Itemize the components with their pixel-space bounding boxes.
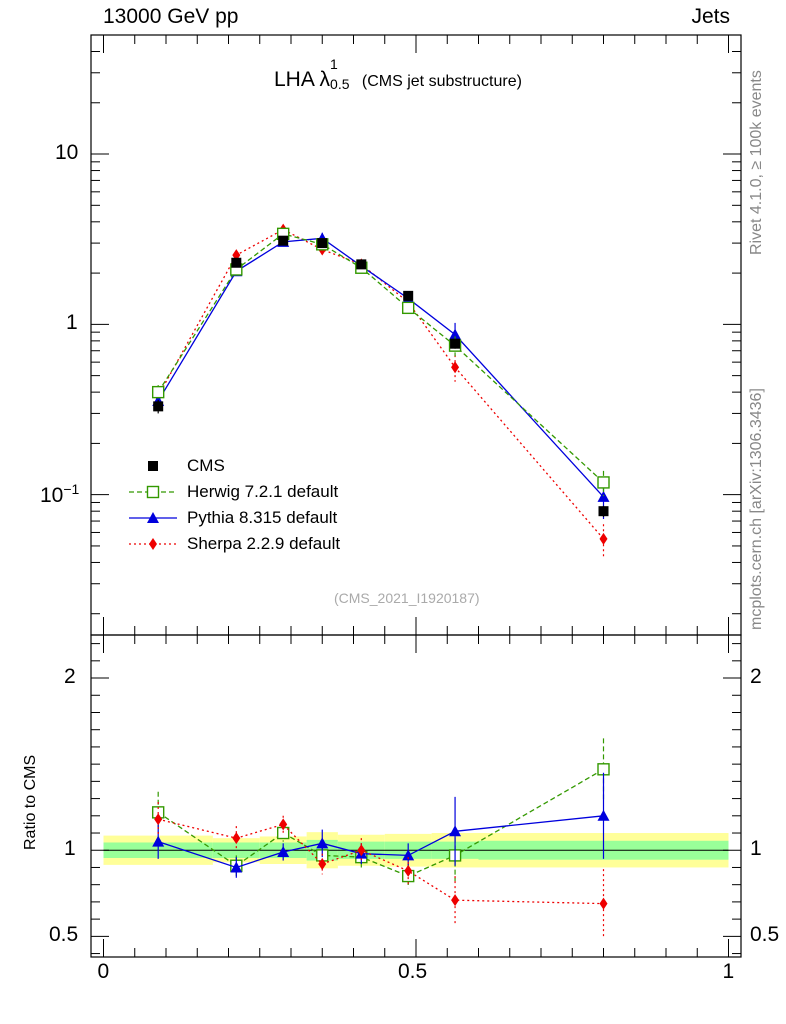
data-point [152, 835, 165, 847]
tick-exponent: −1 [63, 480, 80, 497]
side-rivet-info: Rivet 4.1.0, ≥ 100k events [748, 70, 765, 255]
x-tick-label: 0.5 [398, 960, 428, 983]
data-point [277, 845, 290, 857]
legend-label: CMS [187, 456, 225, 475]
data-point [599, 897, 608, 910]
data-point [151, 385, 165, 399]
data-point [317, 238, 328, 249]
chart-axes [90, 34, 742, 958]
data-point [451, 894, 460, 907]
data-point [597, 490, 610, 502]
ratio-uncertainty-bands [103, 832, 729, 869]
data-point [599, 532, 608, 545]
series-line [157, 815, 604, 869]
data-point [232, 832, 241, 845]
header-energy: 13000 GeV pp [103, 5, 239, 28]
main-y-tick-label: 10 [55, 141, 79, 165]
ratio-plot-frame [90, 634, 742, 958]
ratio-y-tick-label-left: 0.5 [49, 923, 79, 947]
legend-markers [129, 461, 177, 550]
main-y-tick-label: 1 [66, 311, 78, 335]
legend-marker [149, 538, 157, 550]
data-point [449, 328, 462, 340]
data-point [278, 235, 289, 246]
legend-label: Herwig 7.2.1 default [187, 482, 339, 501]
main-y-tick-label: 10−1 [40, 480, 80, 507]
ratio-y-tick-label-right: 1 [750, 837, 762, 861]
x-tick-label: 1 [722, 960, 735, 983]
data-point [318, 858, 327, 871]
data-point [450, 338, 461, 349]
title-main: LHA [274, 68, 314, 91]
legend-label: Sherpa 2.2.9 default [187, 534, 341, 553]
data-point [231, 257, 242, 268]
data-point [449, 825, 462, 837]
plot-title: LHA λ 1 0.5 (CMS jet substructure) [274, 56, 522, 92]
x-tick-label: 0 [97, 960, 110, 983]
header-category: Jets [691, 5, 730, 28]
series-line [158, 818, 604, 905]
series-ratio-sherpa [154, 802, 608, 939]
data-point [451, 361, 460, 374]
title-sub: 0.5 [330, 76, 350, 92]
ratio-y-tick-label-left: 1 [64, 837, 76, 861]
analysis-id: (CMS_2021_I1920187) [334, 590, 480, 606]
legend-marker [146, 485, 160, 499]
title-note: (CMS jet substructure) [361, 73, 522, 90]
chart-series [151, 223, 610, 939]
data-point [279, 818, 288, 831]
series-line [157, 768, 604, 877]
series-main-cms [153, 235, 609, 517]
legend-label: Pythia 8.315 default [187, 508, 338, 527]
data-point [230, 861, 243, 873]
side-mcplots-info: mcplots.cern.ch [arXiv:1306.3436] [748, 388, 765, 630]
data-point [597, 809, 610, 821]
data-point [356, 259, 367, 270]
ratio-y-label: Ratio to CMS [22, 754, 39, 850]
data-point [597, 476, 610, 489]
series-line [157, 233, 604, 483]
ratio-y-tick-label-right: 2 [750, 665, 762, 689]
title-lambda: λ [319, 68, 331, 91]
data-point [404, 864, 413, 877]
ratio-y-tick-label-left: 2 [64, 665, 76, 689]
legend-marker [147, 512, 159, 523]
data-point [357, 844, 366, 857]
series-line [157, 237, 604, 498]
legend-marker [148, 461, 158, 471]
data-point [598, 506, 609, 517]
data-point [403, 290, 414, 301]
data-point [154, 813, 163, 826]
title-sup: 1 [330, 56, 338, 72]
data-point [402, 849, 415, 861]
data-point [401, 301, 415, 315]
ratio-y-tick-label-right: 0.5 [750, 923, 780, 947]
data-point [316, 837, 329, 849]
data-point [153, 401, 164, 412]
